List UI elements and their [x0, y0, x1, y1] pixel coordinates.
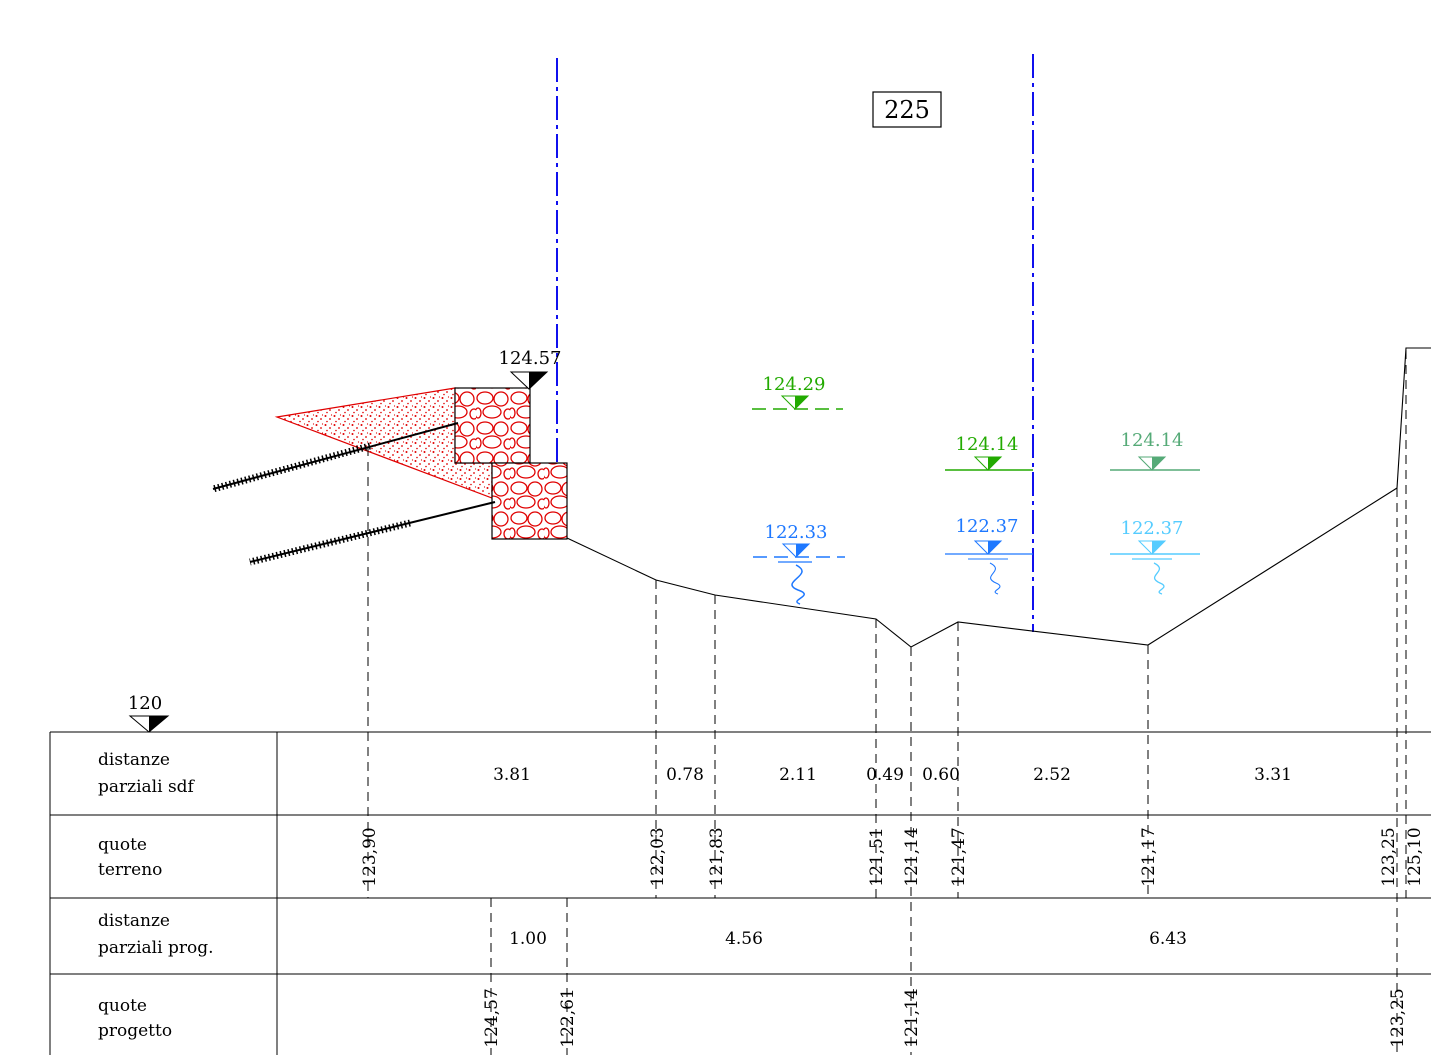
- reference-verticals: [367, 350, 1407, 1055]
- table-row-label-quote-progetto: quote progetto: [98, 996, 172, 1041]
- elevation-marker-wall-top: 124.57: [499, 348, 562, 390]
- svg-text:distanze: distanze: [98, 911, 170, 931]
- quote-progetto-value: 123,25: [1388, 988, 1408, 1047]
- quote-terreno-values: 123,90 122,03 121,83 121,51 121,14 121,4…: [360, 827, 1425, 886]
- gabion-lower: [491, 462, 568, 540]
- water-level-green-dashed: 124.29: [752, 374, 843, 410]
- svg-text:parziali sdf: parziali sdf: [98, 777, 196, 797]
- distanze-sdf-value: 3.81: [493, 765, 531, 785]
- quote-terreno-value: 123,90: [360, 827, 380, 886]
- distanze-sdf-value: 0.49: [866, 765, 904, 785]
- quote-terreno-value: 121,14: [902, 827, 922, 886]
- quote-terreno-value: 122,03: [648, 827, 668, 886]
- distanze-sdf-value: 0.60: [922, 765, 960, 785]
- section-number: 225: [884, 96, 930, 124]
- elevation-label-teal-solid: 124.14: [1121, 430, 1184, 451]
- table-row-label-distanze-sdf: distanze parziali sdf: [98, 750, 196, 797]
- elevation-label-blue-dashed: 122.33: [765, 522, 828, 543]
- svg-text:quote: quote: [98, 996, 147, 1016]
- water-level-teal-solid: 124.14: [1110, 430, 1200, 471]
- data-table-grid: [49, 731, 1431, 1055]
- anchor-upper: [212, 422, 459, 493]
- quote-progetto-value: 122,61: [558, 988, 578, 1047]
- elevation-label-wall-top: 124.57: [499, 348, 562, 369]
- svg-text:parziali prog.: parziali prog.: [98, 938, 213, 958]
- section-number-box: 225: [872, 91, 942, 128]
- distanze-sdf-value: 0.78: [666, 765, 704, 785]
- gabion-upper: [454, 387, 531, 464]
- svg-text:distanze: distanze: [98, 750, 170, 770]
- table-row-label-quote-terreno: quote terreno: [98, 835, 162, 880]
- elevation-label-green-solid: 124.14: [956, 434, 1019, 455]
- distanze-prog-value: 6.43: [1149, 929, 1187, 949]
- elevation-label-lightblue-solid: 122.37: [1121, 518, 1184, 539]
- distanze-sdf-values: 3.81 0.78 2.11 0.49 0.60 2.52 3.31: [493, 765, 1292, 785]
- elevation-label-green-dashed: 124.29: [763, 374, 826, 395]
- distanze-sdf-value: 2.11: [779, 765, 817, 785]
- anchor-lower: [249, 501, 496, 566]
- svg-text:terreno: terreno: [98, 860, 162, 880]
- datum-label: 120: [128, 693, 162, 714]
- table-row-label-distanze-prog: distanze parziali prog.: [98, 911, 213, 958]
- quote-terreno-value: 121,51: [867, 827, 887, 886]
- distanze-prog-values: 1.00 4.56 6.43: [509, 929, 1187, 949]
- distanze-sdf-value: 2.52: [1033, 765, 1071, 785]
- water-level-blue-solid: 122.37: [945, 516, 1033, 595]
- distanze-prog-value: 4.56: [725, 929, 763, 949]
- water-level-blue-dashed: 122.33: [753, 522, 845, 605]
- quote-progetto-value: 121,14: [902, 988, 922, 1047]
- datum-marker: 120: [128, 693, 170, 733]
- water-level-lightblue-solid: 122.37: [1110, 518, 1200, 595]
- quote-terreno-value: 123,25: [1379, 827, 1399, 886]
- quote-progetto-value: 124,57: [482, 988, 502, 1047]
- distanze-sdf-value: 3.31: [1254, 765, 1292, 785]
- water-level-green-solid: 124.14: [945, 434, 1033, 471]
- quote-terreno-value: 121,17: [1139, 827, 1159, 886]
- svg-text:progetto: progetto: [98, 1021, 172, 1041]
- terrain-profile: [566, 347, 1431, 648]
- quote-terreno-value: 125,10: [1405, 827, 1425, 886]
- distanze-prog-value: 1.00: [509, 929, 547, 949]
- svg-text:quote: quote: [98, 835, 147, 855]
- quote-terreno-value: 121,83: [707, 827, 727, 886]
- quote-terreno-value: 121,47: [949, 827, 969, 886]
- quote-progetto-values: 124,57 122,61 121,14 123,25: [482, 988, 1408, 1047]
- elevation-label-blue-solid: 122.37: [956, 516, 1019, 537]
